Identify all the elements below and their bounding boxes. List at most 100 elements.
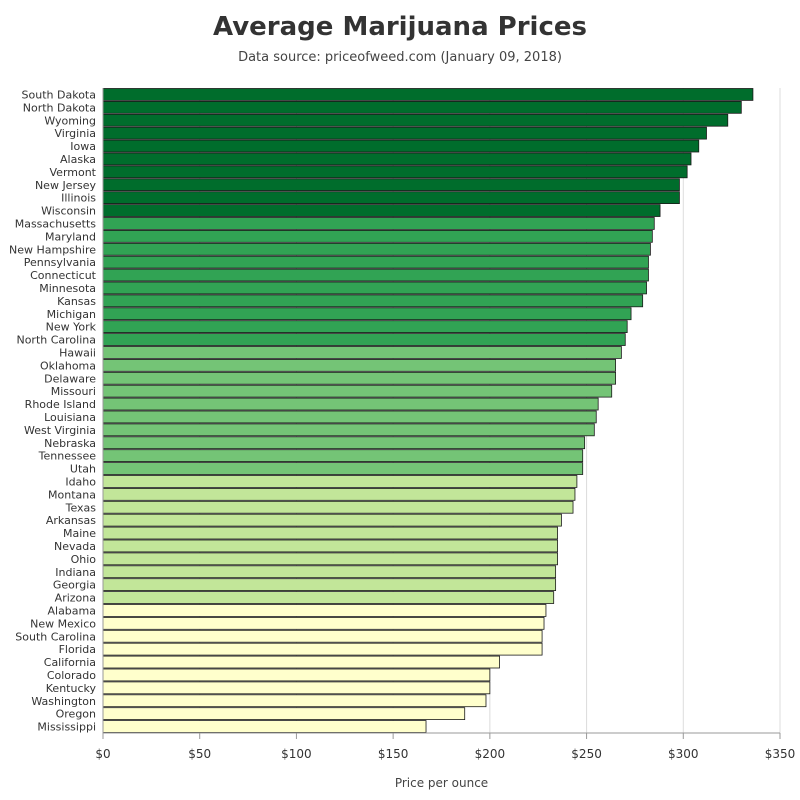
- bars: [102, 88, 754, 733]
- category-label: Kentucky: [46, 682, 97, 695]
- bar: [102, 384, 613, 398]
- category-label: Nevada: [54, 540, 96, 553]
- bar: [102, 578, 557, 592]
- bar: [102, 487, 576, 501]
- x-axis-ticks: $0 $50 $100 $150 $200 $250 $300 $350: [95, 733, 795, 761]
- category-label: New Jersey: [35, 179, 97, 192]
- category-label: California: [44, 656, 96, 669]
- category-label: Massachusetts: [15, 217, 97, 230]
- bar: [102, 449, 584, 463]
- bar: [102, 165, 688, 179]
- bar: [102, 513, 562, 527]
- category-label: Washington: [31, 695, 96, 708]
- bar: [102, 358, 616, 372]
- x-tick-label: $350: [765, 747, 796, 761]
- bar: [102, 281, 647, 295]
- bar: [102, 617, 545, 630]
- x-tick-label: $300: [668, 747, 699, 761]
- category-label: Maryland: [45, 230, 96, 243]
- chart-subtitle: Data source: priceofweed.com (January 09…: [238, 50, 562, 65]
- category-label: Delaware: [44, 372, 96, 385]
- x-axis-label: Price per ounce: [395, 776, 488, 790]
- category-label: Mississippi: [37, 721, 96, 734]
- category-label: South Carolina: [15, 630, 96, 643]
- x-tick-label: $0: [95, 747, 110, 761]
- category-label: Wyoming: [44, 114, 96, 127]
- category-label: South Dakota: [22, 88, 96, 101]
- category-label: Colorado: [47, 669, 96, 682]
- category-label: Idaho: [65, 475, 96, 488]
- category-label: Utah: [70, 463, 96, 476]
- bar: [102, 126, 707, 140]
- bar: [102, 397, 599, 411]
- bar: [102, 552, 558, 566]
- bar: [102, 668, 491, 682]
- bar: [102, 255, 649, 269]
- category-label: Kansas: [57, 295, 96, 308]
- bar: [102, 204, 661, 217]
- category-label: Montana: [48, 488, 96, 501]
- bar: [102, 307, 632, 321]
- category-label: Nebraska: [44, 437, 96, 450]
- category-label: North Dakota: [23, 101, 96, 114]
- bar: [102, 101, 742, 114]
- category-label: Alabama: [47, 604, 96, 617]
- bar: [102, 333, 626, 346]
- category-label: Michigan: [47, 308, 96, 321]
- bar: [102, 462, 584, 475]
- category-label: West Virginia: [24, 424, 96, 437]
- bar: [102, 591, 555, 604]
- category-label: Oregon: [56, 708, 96, 721]
- bar: [102, 681, 491, 695]
- category-label: Maine: [63, 527, 96, 540]
- bar: [102, 320, 628, 334]
- bar: [102, 139, 700, 153]
- x-tick-label: $100: [281, 747, 312, 761]
- category-label: Tennessee: [38, 450, 97, 463]
- category-label: Rhode Island: [25, 398, 96, 411]
- bar: [102, 526, 558, 540]
- category-label: Louisiana: [44, 411, 96, 424]
- bar: [102, 500, 574, 514]
- bar: [102, 371, 616, 385]
- category-label: Connecticut: [30, 269, 97, 282]
- category-label: Florida: [59, 643, 96, 656]
- category-label: New Hampshire: [9, 243, 96, 256]
- chart-title: Average Marijuana Prices: [213, 12, 587, 42]
- bar: [102, 178, 680, 192]
- category-label: Texas: [65, 501, 97, 514]
- bar: [102, 475, 578, 488]
- bar: [102, 707, 466, 721]
- category-label: Alaska: [60, 153, 96, 166]
- category-label: Indiana: [55, 566, 96, 579]
- category-label: Minnesota: [39, 282, 96, 295]
- category-label: Wisconsin: [41, 205, 96, 218]
- category-label: Illinois: [61, 192, 96, 205]
- bar: [102, 242, 651, 256]
- category-label: Arkansas: [46, 514, 96, 527]
- category-label: Pennsylvania: [24, 256, 96, 269]
- bar: [102, 217, 655, 230]
- bar: [102, 410, 597, 424]
- bar: [102, 539, 558, 553]
- x-tick-label: $200: [475, 747, 506, 761]
- bar: [102, 294, 644, 308]
- bar: [102, 642, 543, 656]
- bar: [102, 229, 653, 243]
- bar: [102, 604, 547, 617]
- bar: [102, 191, 680, 204]
- category-label: Arizona: [55, 592, 96, 605]
- bar: [102, 268, 649, 282]
- category-label: New York: [46, 321, 97, 334]
- category-label: Oklahoma: [40, 359, 96, 372]
- x-tick-label: $150: [378, 747, 409, 761]
- bar: [102, 720, 427, 733]
- category-label: New Mexico: [30, 617, 96, 630]
- bar: [102, 152, 692, 166]
- bar: [102, 655, 500, 669]
- bar: [102, 629, 543, 643]
- category-label: Vermont: [50, 166, 97, 179]
- bar: [102, 423, 595, 437]
